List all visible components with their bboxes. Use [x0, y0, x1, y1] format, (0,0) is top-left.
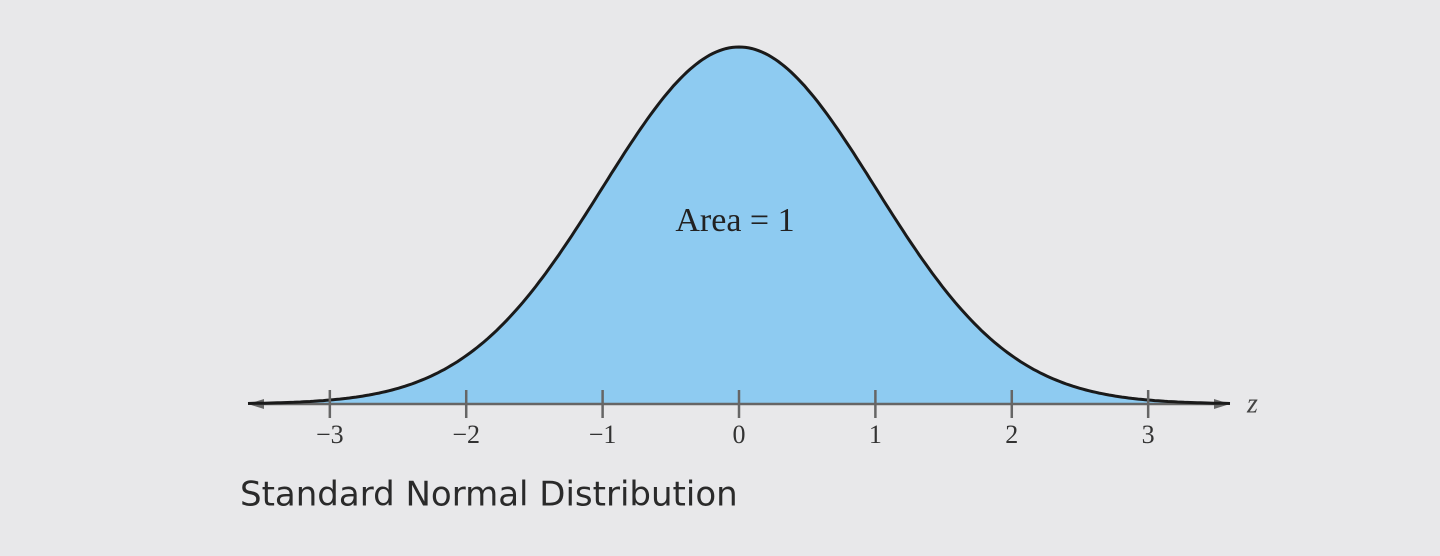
x-tick-label: 0	[733, 420, 746, 449]
x-tick-label: −1	[589, 420, 617, 449]
area-fill	[248, 47, 1230, 404]
plot: −3 −2 −1 0 1 2 3	[247, 45, 1231, 449]
x-tick-label: 1	[869, 420, 882, 449]
density-curve	[247, 45, 1231, 405]
x-tick-label: −2	[452, 420, 480, 449]
x-axis-label: z	[1246, 388, 1258, 419]
x-tick-label: 3	[1142, 420, 1155, 449]
x-tick-label: −3	[316, 420, 344, 449]
x-tick-label: 2	[1005, 420, 1018, 449]
caption: Standard Normal Distribution	[240, 475, 738, 515]
annotation: Area = 1	[675, 202, 794, 239]
